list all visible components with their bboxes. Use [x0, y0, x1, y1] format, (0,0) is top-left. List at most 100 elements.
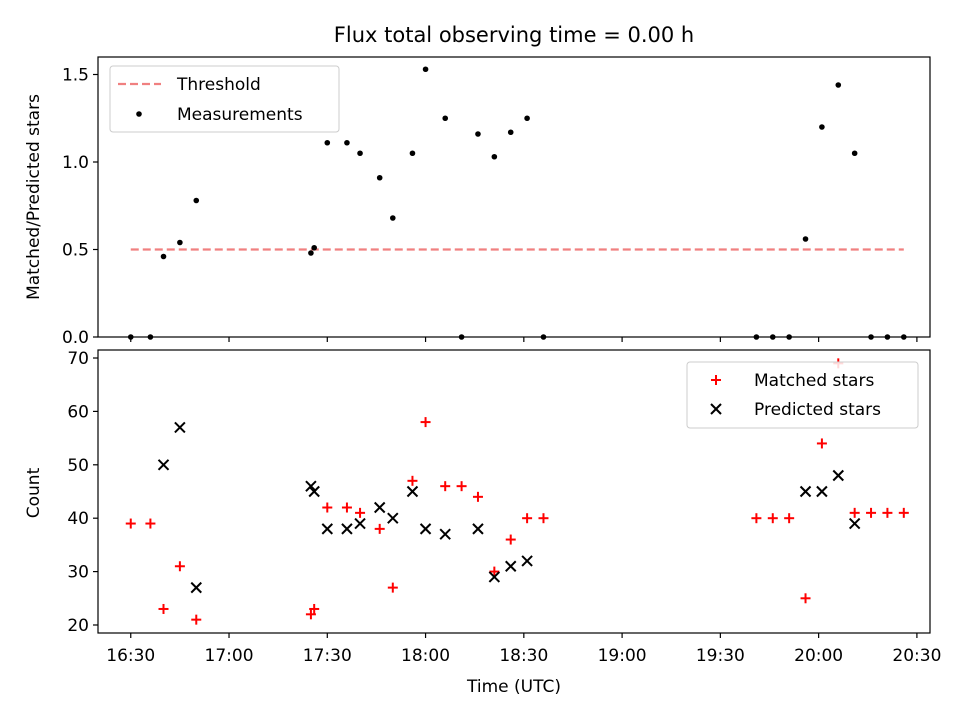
count-x-tick-label: 17:00: [205, 646, 254, 666]
measurement-point: [819, 124, 825, 130]
measurement-point: [835, 82, 842, 88]
predicted-point: [354, 517, 366, 530]
count-x-tick-label: 20:00: [794, 646, 843, 666]
matched-point: [420, 417, 431, 428]
matched-point: [489, 566, 500, 577]
measurement-point: [390, 215, 396, 221]
ratio-y-tick-label: 0.0: [62, 328, 89, 348]
count-x-tick-label: 20:30: [892, 646, 941, 666]
predicted-point: [488, 571, 501, 583]
matched-point: [125, 518, 136, 529]
matched-point: [374, 523, 385, 534]
count-legend-box: [686, 361, 919, 429]
measurement-point: [851, 150, 858, 157]
predicted-point: [816, 485, 828, 498]
matched-point: [341, 502, 352, 513]
matched-point: [538, 513, 549, 524]
matched-point: [407, 475, 418, 486]
count-x-tick-label: 17:30: [303, 646, 352, 666]
predicted-point: [799, 485, 812, 498]
count-y-tick-label: 40: [67, 509, 89, 529]
matched-point: [522, 513, 533, 524]
predicted-point: [308, 485, 320, 498]
matched-point: [505, 534, 516, 545]
predicted-point: [848, 517, 861, 530]
matched-point: [816, 438, 827, 449]
predicted-point: [832, 469, 844, 482]
legend-measurements-label: Measurements: [177, 105, 303, 125]
measurement-point: [409, 150, 416, 157]
x-axis-label: Time (UTC): [466, 677, 561, 697]
count-legend: Matched stars Predicted stars: [686, 361, 919, 429]
matched-point: [882, 507, 893, 518]
count-y-tick-label: 70: [67, 349, 89, 369]
matched-point: [191, 614, 202, 625]
matched-point: [849, 507, 860, 518]
predicted-point: [472, 523, 484, 535]
matched-point: [440, 481, 451, 492]
predicted-point: [419, 523, 432, 535]
matched-point: [800, 593, 811, 604]
predicted-point: [406, 485, 419, 498]
predicted-point: [387, 512, 399, 524]
measurement-point: [802, 236, 809, 242]
legend-predicted-swatch: [710, 403, 722, 415]
count-y-tick-label: 20: [67, 616, 89, 636]
matched-point: [305, 609, 316, 620]
predicted-point: [505, 560, 517, 572]
ratio-panel: Flux total observing time = 0.00 h 0.00.…: [24, 23, 931, 348]
count-x-tick-label: 18:00: [401, 646, 450, 666]
legend-matched-swatch: [711, 375, 721, 385]
count-x-ticks: 16:30 17:00 17:30 18:00 18:30 19:00 19:30 20:00…: [106, 633, 941, 666]
matched-point: [355, 507, 366, 518]
legend-measurements-swatch: [136, 111, 142, 117]
ratio-y-tick-label: 0.5: [62, 241, 89, 261]
measurement-point: [308, 250, 314, 256]
measurement-point: [193, 197, 200, 204]
count-y-tick-label: 60: [67, 402, 89, 422]
measurement-point: [491, 153, 498, 160]
count-panel: 20 30 40 50 60 70 16:30 17:00 17:30 18:00 18:30 19…: [24, 349, 941, 697]
ratio-axes-frame: [97, 56, 931, 338]
measurement-point: [422, 66, 429, 73]
measurement-point: [475, 131, 481, 137]
measurement-point: [324, 139, 331, 146]
predicted-point: [190, 581, 202, 594]
matched-point: [767, 513, 778, 524]
measurement-point: [357, 150, 363, 157]
predicted-point: [305, 480, 317, 492]
legend-matched-label: Matched stars: [754, 371, 874, 391]
predicted-point: [321, 523, 333, 535]
measurement-point: [344, 139, 350, 146]
matched-point: [751, 513, 762, 524]
measurement-point: [524, 115, 530, 122]
count-marks: [125, 358, 909, 625]
count-x-tick-label: 19:00: [598, 646, 647, 666]
predicted-point: [341, 523, 353, 535]
predicted-point: [157, 459, 170, 471]
matched-point: [322, 502, 333, 513]
matched-point: [456, 481, 467, 492]
chart-title: Flux total observing time = 0.00 h: [334, 23, 694, 47]
measurement-point: [311, 244, 317, 251]
ratio-y-tick-label: 1.0: [62, 153, 89, 173]
legend-predicted-label: Predicted stars: [754, 400, 881, 420]
ratio-y-axis-label: Matched/Predicted stars: [24, 94, 44, 300]
count-x-tick-label: 18:30: [499, 646, 548, 666]
matched-point: [145, 518, 156, 529]
count-x-tick-label: 16:30: [106, 646, 155, 666]
matched-point: [472, 491, 483, 502]
measurement-point: [442, 115, 449, 122]
measurement-point: [177, 239, 183, 246]
matched-point: [784, 513, 795, 524]
matched-point: [158, 603, 169, 614]
ratio-legend-box: [109, 65, 340, 133]
count-y-tick-label: 30: [67, 563, 89, 583]
predicted-point: [174, 421, 186, 434]
count-y-tick-label: 50: [67, 456, 89, 476]
ratio-legend: Threshold Measurements: [109, 65, 340, 133]
ratio-y-tick-label: 1.5: [62, 66, 89, 86]
measurement-point: [507, 129, 514, 136]
predicted-point: [439, 528, 451, 540]
ratio-y-ticks: 0.0 0.5 1.0 1.5: [62, 66, 98, 348]
